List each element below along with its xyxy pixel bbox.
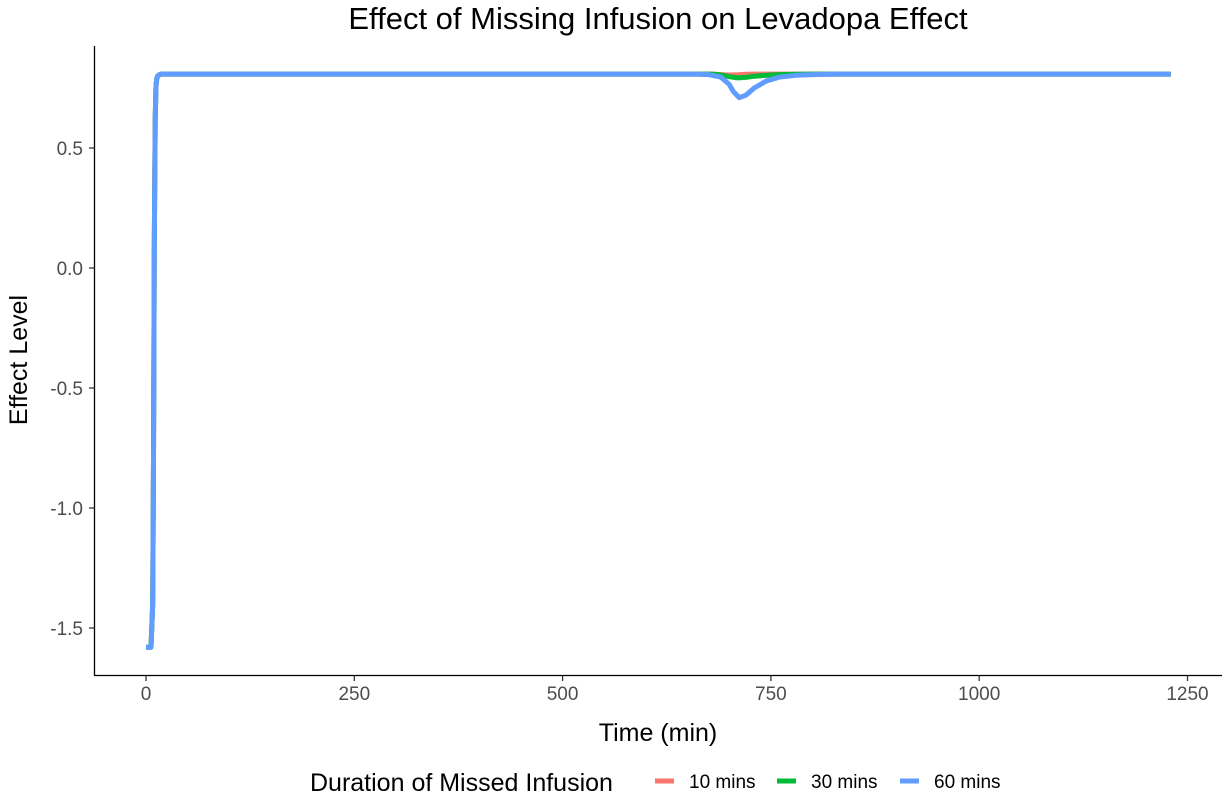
legend-label-10-mins: 10 mins bbox=[689, 772, 756, 793]
series-line-30-mins bbox=[146, 71, 1171, 650]
x-tick-label: 750 bbox=[755, 684, 787, 705]
y-tick-label: 0.0 bbox=[57, 259, 83, 280]
legend-item-60-mins: 60 mins bbox=[900, 772, 1001, 793]
y-axis-title: Effect Level bbox=[5, 295, 33, 425]
y-tick-label: -1.5 bbox=[50, 619, 83, 640]
x-tick-label: 500 bbox=[547, 684, 579, 705]
legend-item-30-mins: 30 mins bbox=[777, 772, 878, 793]
y-tick-label: 0.5 bbox=[57, 139, 83, 160]
x-tick-label: 250 bbox=[338, 684, 370, 705]
series-line-60-mins bbox=[146, 71, 1171, 650]
y-tick-label: -0.5 bbox=[50, 379, 83, 400]
legend-item-10-mins: 10 mins bbox=[655, 772, 756, 793]
y-axis-ticks: -1.5 -1.0 -0.5 0.0 0.5 bbox=[50, 139, 95, 640]
legend-title: Duration of Missed Infusion bbox=[310, 769, 613, 797]
legend: Duration of Missed Infusion 10 mins 30 m… bbox=[310, 769, 1001, 797]
x-tick-label: 0 bbox=[141, 684, 152, 705]
x-tick-label: 1250 bbox=[1166, 684, 1208, 705]
x-axis-ticks: 0 250 500 750 1000 1250 bbox=[141, 675, 1209, 705]
x-tick-label: 1000 bbox=[958, 684, 1000, 705]
chart-title: Effect of Missing Infusion on Levadopa E… bbox=[348, 1, 968, 36]
plot-area bbox=[146, 71, 1171, 650]
series-line-10-mins bbox=[146, 71, 1171, 650]
y-tick-label: -1.0 bbox=[50, 499, 83, 520]
x-axis-title: Time (min) bbox=[599, 719, 718, 747]
legend-label-60-mins: 60 mins bbox=[934, 772, 1001, 793]
legend-label-30-mins: 30 mins bbox=[811, 772, 878, 793]
